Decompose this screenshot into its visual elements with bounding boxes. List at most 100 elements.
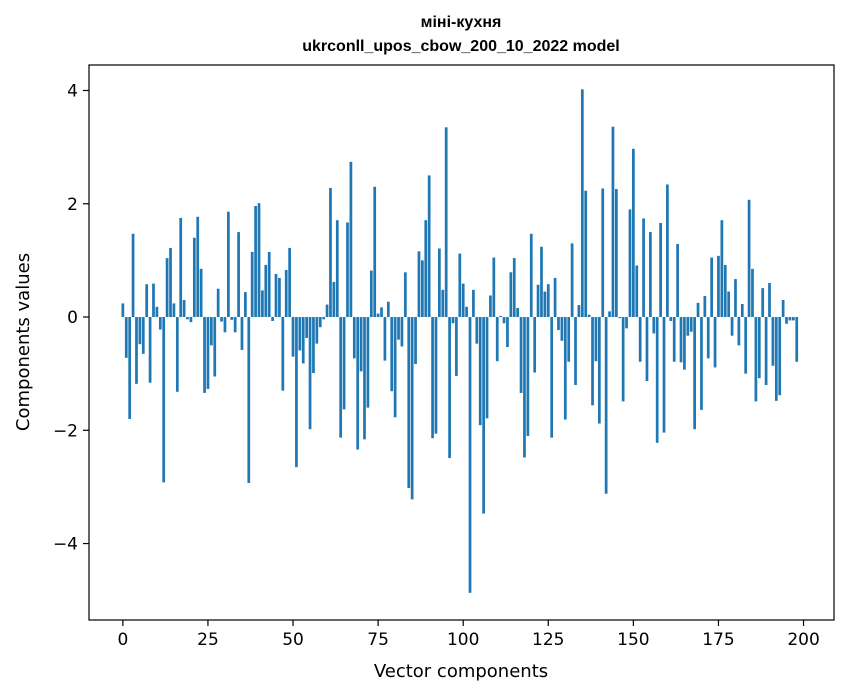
bar-81 [397,317,400,340]
x-tick-label: 125 [532,630,564,650]
bar-91 [431,317,434,439]
bar-122 [536,284,540,318]
bar-172 [706,317,710,359]
bar-133 [574,317,577,385]
bar-140 [597,317,601,424]
bar-40 [257,203,261,318]
bar-184 [747,199,751,318]
bar-72 [366,317,370,408]
bar-118 [523,317,526,458]
bar-185 [751,268,754,318]
bar-42 [264,264,268,318]
y-tick-label: −4 [53,535,78,555]
bar-165 [683,317,686,370]
bar-187 [757,317,761,379]
bar-45 [274,273,278,318]
bar-35 [240,317,244,350]
chart-title: міні-кухня [421,14,502,31]
y-axis-label: Components values [13,253,34,431]
bar-73 [369,270,373,318]
bar-134 [577,305,581,318]
x-tick-label: 50 [282,630,304,650]
bar-135 [580,89,584,318]
bar-141 [601,188,605,318]
bar-64 [339,317,343,438]
bar-196 [788,317,792,321]
bar-99 [458,253,462,318]
bar-92 [434,317,438,434]
chart-subtitle: ukrconll_upos_cbow_200_10_2022 model [302,38,619,55]
bar-174 [713,317,717,368]
bar-160 [666,184,669,318]
y-tick-label: 4 [67,81,78,101]
bar-170 [700,317,703,410]
bar-145 [614,189,618,318]
bar-77 [383,317,387,361]
bar-166 [686,317,690,336]
bar-84 [407,317,411,489]
bar-138 [591,317,594,406]
plot-frame [88,64,835,621]
bar-102 [468,317,472,593]
bar-88 [421,260,424,318]
bar-13 [165,258,169,318]
bar-103 [472,289,475,318]
bar-25 [206,317,210,389]
bar-47 [281,317,285,391]
y-tick-label: 0 [67,308,78,328]
bar-107 [485,317,489,419]
bar-109 [492,257,496,318]
bar-190 [768,283,771,318]
x-tick-label: 150 [617,630,649,650]
bar-71 [363,317,366,440]
bar-180 [734,279,737,318]
bar-57 [315,317,319,344]
bar-119 [526,317,530,436]
bar-195 [785,317,788,324]
bar-87 [417,251,421,318]
bar-19 [186,317,189,320]
bar-114 [509,272,513,318]
bar-124 [543,291,547,318]
bar-198 [795,317,799,362]
bar-26 [209,317,213,346]
bar-53 [301,317,305,364]
bar-78 [386,301,390,318]
bar-181 [737,317,741,346]
bar-76 [380,307,383,318]
bar-152 [638,317,642,362]
bar-158 [659,223,662,318]
bar-146 [618,317,622,319]
bar-80 [393,317,397,418]
bar-182 [740,303,744,318]
bar-48 [284,270,288,318]
y-axis: −4 −2 0 2 4 [53,81,89,555]
bar-191 [771,317,775,366]
bar-159 [662,317,666,433]
y-tick-label: −2 [53,421,78,441]
bar-163 [676,243,679,318]
bar-85 [410,317,414,500]
bar-41 [261,290,264,318]
bar-10 [155,306,159,318]
bar-18 [182,300,186,318]
bar-63 [335,220,339,318]
bar-31 [227,211,230,318]
bar-169 [696,302,700,318]
bar-168 [693,317,696,430]
bar-155 [649,232,652,318]
bar-1 [124,317,128,358]
bar-162 [672,317,676,362]
bar-49 [288,247,291,318]
bar-69 [356,317,360,450]
bar-60 [325,304,329,318]
bar-24 [203,317,206,393]
bar-70 [359,317,363,372]
bar-39 [254,206,257,318]
x-axis: 0 25 50 75 100 125 150 175 200 [117,620,820,650]
bar-16 [175,317,179,392]
bar-176 [720,220,724,318]
bar-22 [196,216,200,318]
bar-15 [172,303,176,318]
